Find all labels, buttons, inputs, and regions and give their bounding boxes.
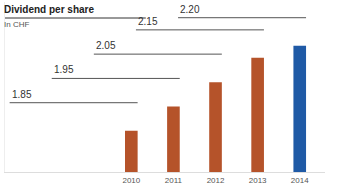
svg-text:2012: 2012 — [207, 176, 225, 185]
svg-text:2013: 2013 — [249, 176, 267, 185]
svg-text:2014: 2014 — [291, 176, 309, 185]
svg-text:1.95: 1.95 — [54, 64, 74, 75]
svg-text:2.20: 2.20 — [180, 4, 200, 15]
svg-text:1.85: 1.85 — [12, 89, 32, 100]
svg-text:2011: 2011 — [165, 176, 183, 185]
svg-text:Dividend per share: Dividend per share — [4, 4, 94, 15]
svg-text:2.15: 2.15 — [138, 16, 158, 27]
svg-text:2010: 2010 — [122, 176, 140, 185]
svg-text:2.05: 2.05 — [96, 40, 116, 51]
svg-text:In CHF: In CHF — [4, 20, 29, 29]
